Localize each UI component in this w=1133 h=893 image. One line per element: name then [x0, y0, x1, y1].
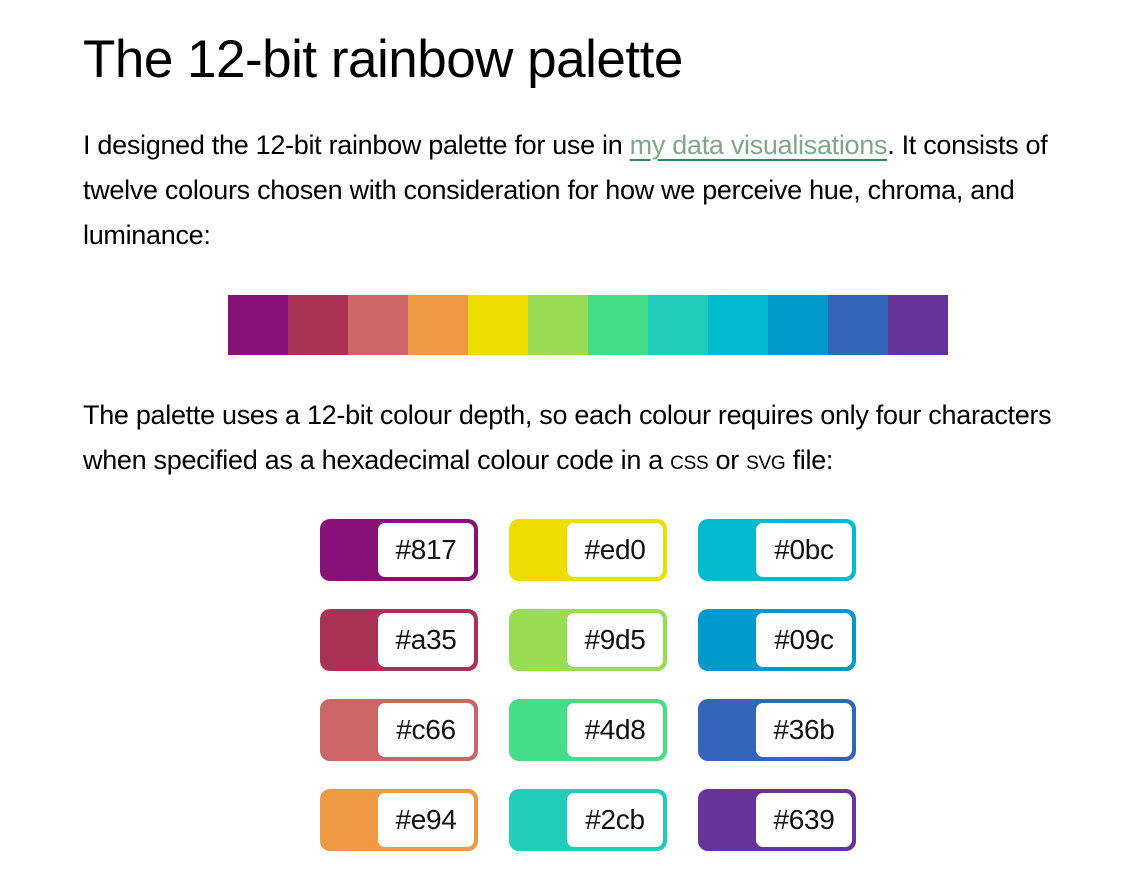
color-swatch: #639 — [698, 788, 856, 851]
color-swatch-label: #0bc — [756, 522, 852, 577]
color-swatch-label: #ed0 — [567, 522, 663, 577]
strip-segment — [888, 294, 948, 355]
swatch-grid: #817 #ed0 #0bc #a35 #9d5 #09c #c66 #4d8 #36b #e94… — [320, 518, 856, 851]
color-swatch-label: #c66 — [378, 702, 474, 757]
strip-segment — [648, 294, 708, 355]
strip-segment — [528, 294, 588, 355]
strip-segment — [768, 294, 828, 355]
strip-segment — [288, 294, 348, 355]
usage-text-1: The palette uses a 12-bit colour depth, … — [83, 399, 1052, 475]
palette-strip — [228, 294, 948, 355]
color-swatch-label: #09c — [756, 612, 852, 667]
usage-text-3: file: — [785, 444, 834, 475]
color-swatch: #09c — [698, 608, 856, 671]
color-swatch: #9d5 — [509, 608, 667, 671]
color-swatch-label: #36b — [756, 702, 852, 757]
usage-text-2: or — [708, 444, 747, 475]
article: The 12-bit rainbow palette I designed th… — [83, 0, 1093, 851]
strip-segment — [468, 294, 528, 355]
color-swatch-label: #817 — [378, 522, 474, 577]
color-swatch-label: #a35 — [378, 612, 474, 667]
strip-segment — [408, 294, 468, 355]
intro-paragraph: I designed the 12-bit rainbow palette fo… — [83, 123, 1093, 258]
color-swatch: #36b — [698, 698, 856, 761]
color-swatch-label: #4d8 — [567, 702, 663, 757]
strip-segment — [228, 294, 288, 355]
color-swatch: #817 — [320, 518, 478, 581]
svg-smallcaps: svg — [746, 444, 786, 475]
color-swatch-label: #9d5 — [567, 612, 663, 667]
intro-text-before: I designed the 12-bit rainbow palette fo… — [83, 129, 630, 160]
data-visualisations-link[interactable]: my data visualisations — [629, 129, 888, 160]
strip-segment — [828, 294, 888, 355]
color-swatch-label: #e94 — [378, 792, 474, 847]
color-swatch: #0bc — [698, 518, 856, 581]
color-swatch: #c66 — [320, 698, 478, 761]
strip-segment — [708, 294, 768, 355]
strip-segment — [348, 294, 408, 355]
usage-paragraph: The palette uses a 12-bit colour depth, … — [83, 393, 1093, 483]
color-swatch-label: #639 — [756, 792, 852, 847]
color-swatch: #4d8 — [509, 698, 667, 761]
color-swatch: #2cb — [509, 788, 667, 851]
page-title: The 12-bit rainbow palette — [83, 30, 683, 89]
color-swatch: #e94 — [320, 788, 478, 851]
css-smallcaps: css — [670, 444, 709, 475]
color-swatch-label: #2cb — [567, 792, 663, 847]
color-swatch: #a35 — [320, 608, 478, 671]
intro-text-after: . It consists of twelve colours chosen w… — [83, 129, 1048, 250]
color-swatch: #ed0 — [509, 518, 667, 581]
strip-segment — [588, 294, 648, 355]
